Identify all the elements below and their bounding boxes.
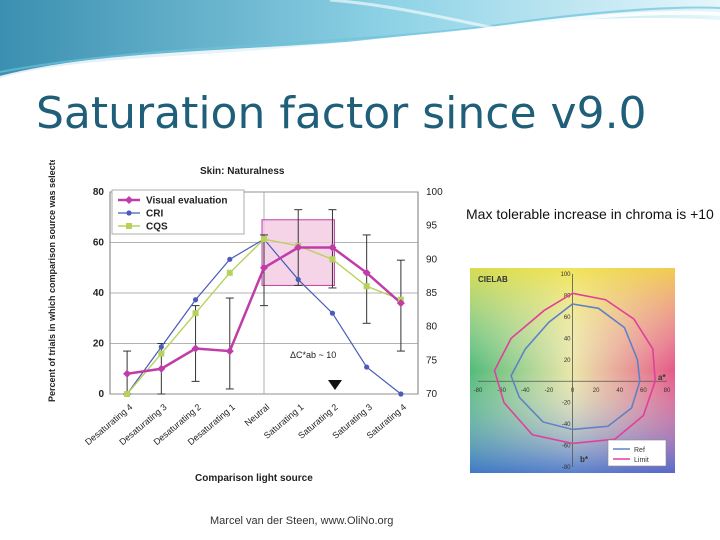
data-point-visual-evaluation xyxy=(362,268,371,277)
a-tick-label: 0 xyxy=(571,388,575,394)
delta-chroma-annotation: ΔC*ab ~ 10 xyxy=(290,350,336,360)
b-tick-label: 60 xyxy=(564,315,571,321)
legend-label: CQS xyxy=(146,222,168,233)
legend-marker xyxy=(126,223,132,229)
legend: Visual evaluation CRI CQS xyxy=(111,189,245,235)
cielab-title: CIELAB xyxy=(478,275,508,284)
data-point-visual-evaluation xyxy=(225,347,234,356)
data-point-visual-evaluation xyxy=(396,299,405,308)
y2-tick-label: 80 xyxy=(426,322,438,333)
cielab-chart: -80 -60 -40 -20 0 20 40 60 80-80-60-40-202040608… xyxy=(470,268,675,473)
b-tick-label: -80 xyxy=(562,465,571,471)
legend-marker xyxy=(125,196,133,204)
y2-tick-label: 90 xyxy=(426,254,438,265)
a-tick-label: 80 xyxy=(664,388,671,394)
data-point-cri xyxy=(192,297,199,303)
cielab-legend-label: Limit xyxy=(634,457,649,464)
data-point-cri xyxy=(295,276,301,283)
footer-credit: Marcel van der Steen, www.OliNo.org xyxy=(210,515,394,527)
data-point-cri xyxy=(398,391,404,397)
y2-tick-label: 85 xyxy=(426,288,438,299)
a-tick-label: 60 xyxy=(640,388,647,394)
b-tick-label: 40 xyxy=(564,336,571,342)
polygon-ref xyxy=(510,303,641,431)
a-tick-label: -40 xyxy=(521,388,530,394)
a-tick-label: -20 xyxy=(545,388,554,394)
data-point-cri xyxy=(227,256,233,262)
data-point-visual-evaluation xyxy=(123,369,132,378)
y-tick-label: 20 xyxy=(93,339,105,350)
arrow-down-icon xyxy=(328,380,342,390)
x-tick-label: Neutral xyxy=(243,402,272,428)
data-point-cqs xyxy=(261,236,267,243)
y-tick-label: 40 xyxy=(93,288,105,299)
y-axis-label: Percent of trials in which comparison so… xyxy=(47,160,57,402)
data-point-cqs xyxy=(124,391,131,397)
x-axis-label: Comparison light source xyxy=(195,473,313,484)
data-point-cri xyxy=(364,364,370,370)
b-tick-label: -40 xyxy=(562,422,571,428)
data-point-visual-evaluation xyxy=(328,243,337,252)
header-banner xyxy=(0,0,720,80)
y2-tick-label: 75 xyxy=(426,355,438,366)
slide-title: Saturation factor since v9.0 xyxy=(36,88,647,139)
y2-tick-label: 70 xyxy=(426,389,438,400)
data-point-cqs xyxy=(329,256,336,263)
b-tick-label: -60 xyxy=(562,444,571,450)
cielab-legend-label: Ref xyxy=(634,447,645,454)
data-point-cri xyxy=(158,344,164,350)
a-tick-label: 20 xyxy=(593,388,600,394)
y-tick-label: 80 xyxy=(93,187,105,198)
data-point-visual-evaluation xyxy=(294,243,303,252)
legend-marker xyxy=(126,210,132,216)
y2-tick-label: 95 xyxy=(426,221,438,232)
a-tick-label: 40 xyxy=(616,388,623,394)
y-tick-label: 0 xyxy=(98,389,104,400)
b-tick-label: -20 xyxy=(562,401,571,407)
data-point-visual-evaluation xyxy=(260,263,268,272)
b-tick-label: 20 xyxy=(564,358,571,364)
data-point-cqs xyxy=(363,283,370,290)
y-tick-label: 60 xyxy=(93,238,105,249)
data-point-visual-evaluation xyxy=(157,364,166,373)
data-point-cqs xyxy=(226,269,233,276)
chart-title: Skin: Naturalness xyxy=(200,166,285,177)
data-point-cqs xyxy=(192,310,199,317)
polygon-limit xyxy=(493,292,656,445)
a-tick-label: -80 xyxy=(474,388,483,394)
legend-label: Visual evaluation xyxy=(146,196,228,207)
b-star-label: b* xyxy=(580,455,589,464)
data-point-cri xyxy=(329,310,336,316)
cielab-legend: Ref Limit xyxy=(607,439,667,467)
legend-label: CRI xyxy=(146,209,163,220)
cielab-legend-box xyxy=(607,439,667,467)
a-tick-label: -60 xyxy=(497,388,506,394)
b-tick-label: 100 xyxy=(560,272,571,278)
y2-tick-label: 100 xyxy=(426,187,443,198)
a-star-label: a* xyxy=(658,373,666,382)
chroma-note: Max tolerable increase in chroma is +10 xyxy=(466,206,714,222)
data-point-cqs xyxy=(158,350,165,357)
data-point-visual-evaluation xyxy=(191,344,200,353)
